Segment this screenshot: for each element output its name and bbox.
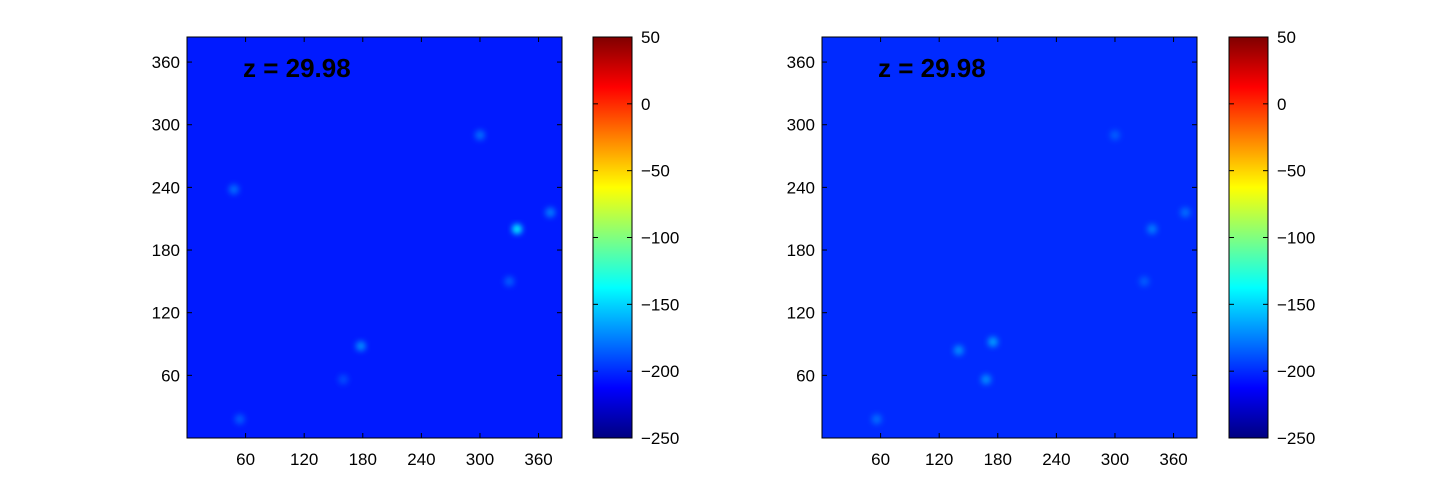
bright-spot [981,374,992,385]
z-annotation: z = 29.98 [878,53,986,83]
y-axis-ticks: 60 120 180 240 300 360 [787,53,1197,385]
colorbar-ticks: 50 0 −50 −100 −150 −200 −250 [593,28,679,448]
colorbar [1229,37,1268,438]
colorbar-tick-label: −50 [1277,162,1306,181]
colorbar-tick-label: −200 [641,362,679,381]
y-tick-label: 360 [787,53,815,72]
colorbar-tick-label: 50 [641,28,660,47]
y-tick-label: 300 [787,116,815,135]
y-tick-label: 60 [161,366,180,385]
y-tick-label: 300 [152,116,180,135]
plot-frame [821,36,1198,439]
heatmap-bright-spots [228,130,556,425]
bright-spot [474,130,485,141]
x-tick-label: 180 [984,450,1012,469]
colorbar-tick-label: −200 [1277,362,1315,381]
plot-frame [186,36,563,439]
y-axis-ticks: 60 120 180 240 300 360 [152,53,562,385]
bright-spot [1109,130,1120,141]
x-tick-label: 60 [871,450,890,469]
x-axis-ticks: 60 120 180 240 300 360 [236,37,553,469]
colorbar-ticks: 50 0 −50 −100 −150 −200 −250 [1229,28,1315,448]
bright-spot [338,374,349,385]
heatmap-bright-spots [871,130,1191,425]
bright-spot [1180,207,1191,218]
x-tick-label: 60 [236,450,255,469]
x-tick-label: 360 [524,450,552,469]
x-tick-label: 240 [1042,450,1070,469]
bright-spot [512,224,523,235]
x-tick-label: 300 [1101,450,1129,469]
colorbar-tick-label: 50 [1277,28,1296,47]
colorbar-tick-label: −50 [641,162,670,181]
z-annotation: z = 29.98 [243,53,351,83]
y-tick-label: 60 [796,366,815,385]
colorbar-tick-label: −250 [641,429,679,448]
colorbar-tick-label: −100 [641,229,679,248]
y-tick-label: 240 [152,178,180,197]
bright-spot [987,336,998,347]
x-tick-label: 360 [1159,450,1187,469]
y-tick-label: 360 [152,53,180,72]
x-tick-label: 120 [925,450,953,469]
bright-spot [234,414,245,425]
heatmap-image [822,37,1197,438]
heatmap-panel-right: 60 120 180 240 300 360 60 120 180 240 300 360 z = … [787,28,1316,469]
colorbar-tick-label: −250 [1277,429,1315,448]
heatmap-image [187,37,562,438]
colorbar [593,37,632,438]
x-tick-label: 120 [290,450,318,469]
bright-spot [228,184,239,195]
colorbar-tick-label: 0 [641,95,650,114]
colorbar-tick-label: 0 [1277,95,1286,114]
y-tick-label: 120 [152,304,180,323]
x-tick-label: 300 [466,450,494,469]
bright-spot [953,345,964,356]
y-tick-label: 120 [787,304,815,323]
bright-spot [504,276,515,287]
bright-spot [545,207,556,218]
colorbar-tick-label: −150 [1277,295,1315,314]
x-tick-label: 240 [407,450,435,469]
colorbar-tick-label: −150 [641,295,679,314]
bright-spot [1147,224,1158,235]
y-tick-label: 240 [787,178,815,197]
bright-spot [355,341,366,352]
colorbar-tick-label: −100 [1277,229,1315,248]
y-tick-label: 180 [787,241,815,260]
heatmap-panel-left: 60 120 180 240 300 360 60 120 180 240 300 360 z = … [152,28,680,469]
bright-spot [1139,276,1150,287]
y-tick-label: 180 [152,241,180,260]
bright-spot [871,414,882,425]
x-axis-ticks: 60 120 180 240 300 360 [871,37,1188,469]
x-tick-label: 180 [349,450,377,469]
